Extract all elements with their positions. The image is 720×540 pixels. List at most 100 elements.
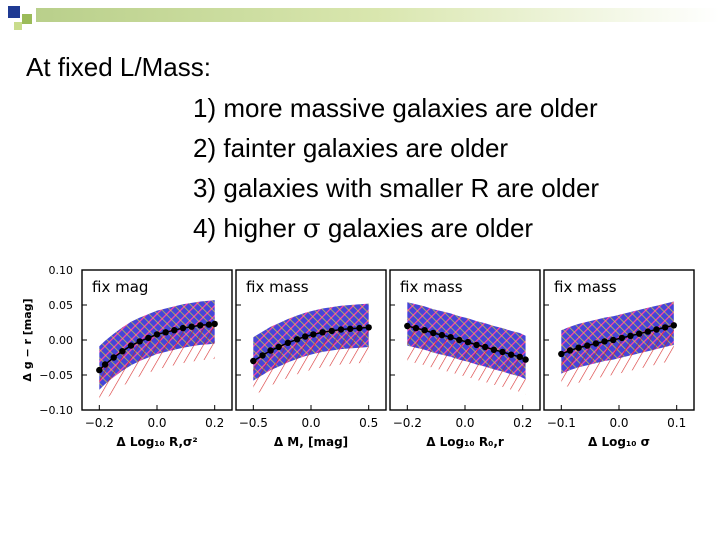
x-axis-label: Δ Log₁₀ σ (588, 435, 650, 449)
data-point (592, 340, 600, 347)
chart-panel-2: fix mass −0.5 0.0 0.5 Δ M, [mag] (235, 269, 387, 449)
data-point (481, 343, 489, 351)
data-point (250, 357, 257, 365)
data-point (293, 336, 301, 343)
data-point (644, 328, 652, 335)
decoration-square-green (22, 14, 32, 24)
x-tick-label: 0.0 (609, 416, 628, 430)
chart-panel-4: fix mass −0.1 0.0 0.1 Δ Log₁₀ σ (543, 269, 695, 449)
chart-panel-3: fix mass −0.2 0.0 0.2 Δ Log₁₀ R₀,r (389, 269, 541, 449)
finding-number: 1) (193, 93, 217, 123)
data-point (284, 339, 292, 346)
slide-title: At fixed L/Mass: (26, 52, 211, 82)
x-tick-label: 0.0 (455, 416, 474, 430)
data-point (661, 324, 669, 331)
x-axis-label: Δ Log₁₀ R₀,r (426, 435, 504, 449)
data-point (259, 352, 266, 359)
scatter-band-lower (253, 330, 369, 396)
data-point (430, 329, 437, 337)
data-point (127, 342, 135, 349)
data-point (211, 320, 218, 328)
data-point (464, 338, 472, 346)
finding-text-post: galaxies are older (320, 213, 534, 243)
data-point (267, 347, 274, 354)
data-point (337, 326, 345, 333)
data-point (205, 321, 213, 328)
data-point (447, 334, 454, 341)
finding-text-pre: higher (223, 213, 303, 243)
data-point (171, 327, 178, 334)
data-point (618, 334, 626, 342)
scatter-band-lower (99, 326, 215, 406)
data-point (404, 322, 411, 330)
x-tick-label: −0.5 (239, 416, 268, 430)
data-point (490, 346, 498, 353)
data-point (522, 356, 529, 363)
y-tick-label: −0.05 (39, 369, 73, 382)
x-tick-label: −0.1 (547, 416, 576, 430)
data-point (438, 331, 446, 339)
data-point (653, 326, 660, 333)
panel-title: fix mass (554, 278, 617, 296)
x-tick-label: −0.2 (85, 416, 114, 430)
finding-item-1: 1) more massive galaxies are older (193, 88, 599, 128)
figure-panels: fix mag −0.2 0.0 0.2 Δ Log₁₀ R,σ² 0.10 0.05 0.0… (21, 264, 695, 449)
title-decoration (8, 6, 720, 30)
data-point (119, 348, 126, 355)
data-point (670, 322, 678, 329)
data-point (319, 329, 326, 336)
finding-text: more massive galaxies are older (223, 93, 598, 123)
data-point (635, 330, 643, 337)
finding-number: 4) (193, 213, 217, 243)
decoration-square-lime (14, 22, 22, 30)
y-tick-label: 0.00 (49, 334, 74, 347)
panel-title: fix mag (92, 278, 148, 296)
sigma-symbol: σ (302, 214, 321, 244)
data-point (328, 327, 335, 335)
data-point (456, 336, 463, 344)
data-point (601, 338, 608, 345)
y-tick-label: −0.10 (39, 404, 73, 417)
data-point (145, 334, 152, 342)
data-point (188, 323, 195, 330)
decoration-square-blue (8, 6, 20, 18)
finding-item-4: 4) higher σ galaxies are older (193, 208, 599, 249)
finding-list: 1) more massive galaxies are older 2) fa… (193, 88, 599, 249)
finding-number: 3) (193, 173, 217, 203)
data-point (153, 331, 161, 338)
data-point (507, 351, 515, 358)
x-tick-label: 0.0 (147, 416, 166, 430)
x-tick-label: 0.5 (359, 416, 378, 430)
data-point (499, 348, 506, 356)
x-axis-label: Δ Log₁₀ R,σ² (116, 435, 197, 449)
finding-text: fainter galaxies are older (223, 133, 509, 163)
data-point (610, 336, 617, 344)
finding-number: 2) (193, 133, 217, 163)
data-point (347, 325, 354, 332)
finding-item-2: 2) fainter galaxies are older (193, 128, 599, 168)
y-axis-label: Δ g − r [mag] (21, 298, 34, 381)
data-point (96, 366, 103, 374)
data-point (627, 332, 634, 339)
data-point (575, 344, 582, 351)
data-point (566, 347, 574, 354)
y-tick-label: 0.10 (49, 264, 74, 277)
data-point (558, 350, 565, 358)
x-tick-label: 0.2 (513, 416, 532, 430)
finding-item-3: 3) galaxies with smaller R are older (193, 168, 599, 208)
scatter-band-lower (561, 328, 674, 389)
x-tick-label: 0.0 (301, 416, 320, 430)
data-point (310, 331, 317, 338)
decoration-band (36, 8, 720, 22)
panel-title: fix mass (246, 278, 309, 296)
data-point (584, 342, 591, 349)
data-point (197, 322, 204, 329)
data-point (110, 354, 117, 361)
data-point (101, 361, 109, 368)
data-point (365, 324, 372, 331)
panel-title: fix mass (400, 278, 463, 296)
finding-text: galaxies with smaller R are older (223, 173, 600, 203)
chart-panel-1: fix mag −0.2 0.0 0.2 Δ Log₁₀ R,σ² 0.10 0.05 0.0… (21, 264, 233, 449)
data-point (473, 341, 480, 349)
x-axis-label: Δ M, [mag] (274, 435, 348, 449)
